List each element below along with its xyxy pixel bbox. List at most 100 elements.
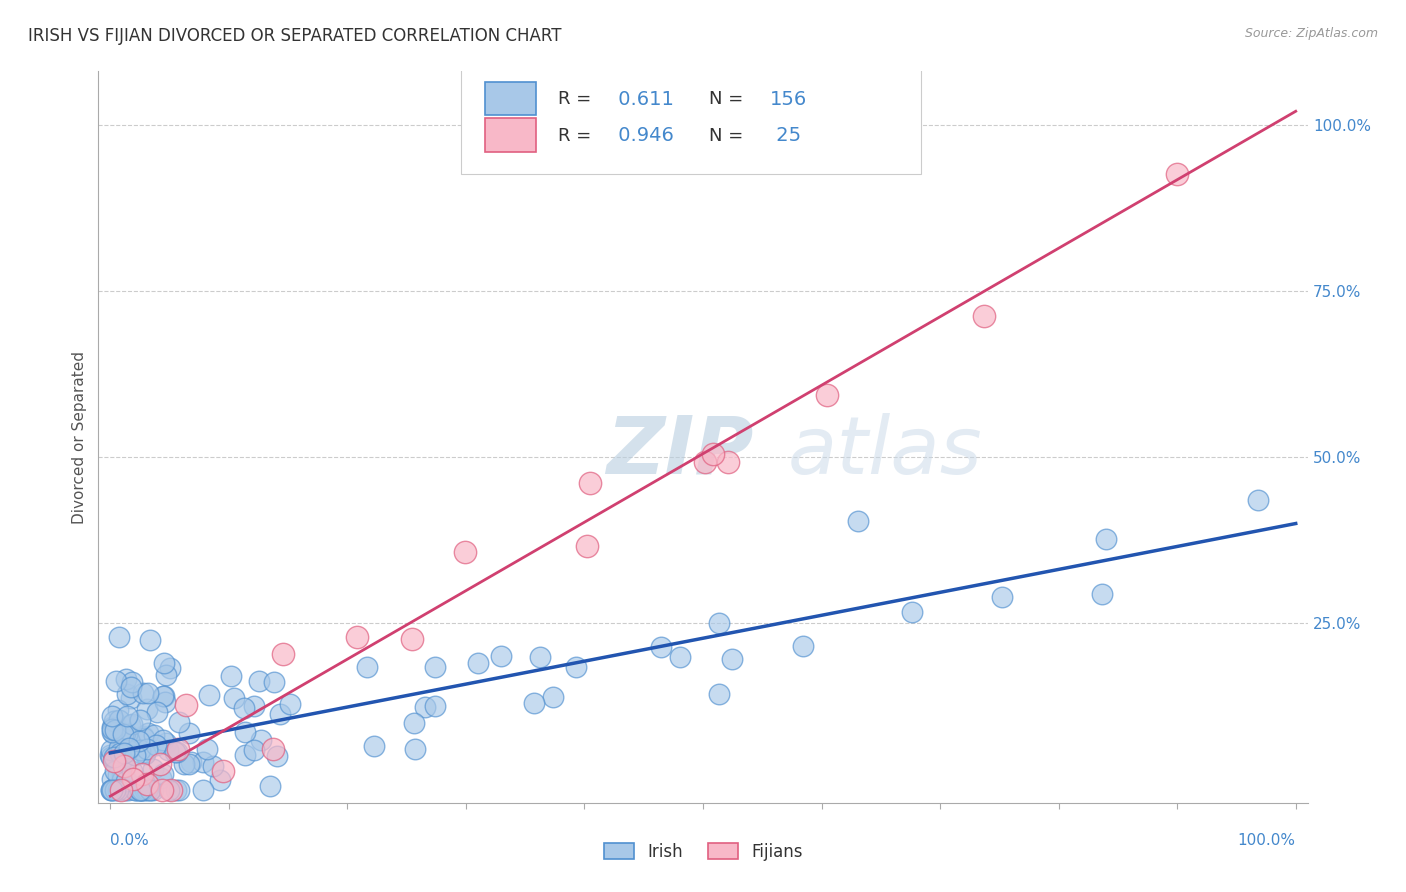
Point — [114, 760, 136, 774]
Point — [173, 757, 195, 772]
Point — [111, 768, 134, 782]
Point — [1247, 492, 1270, 507]
Point — [107, 703, 129, 717]
Text: N =: N = — [709, 127, 749, 145]
Point — [565, 660, 588, 674]
Point — [153, 695, 176, 709]
Point — [108, 741, 131, 756]
Point — [104, 723, 127, 738]
Point — [120, 690, 142, 705]
Point — [100, 720, 122, 734]
Point — [129, 713, 152, 727]
Point — [815, 388, 838, 402]
Point — [105, 673, 128, 688]
Point — [346, 630, 368, 644]
Point — [138, 726, 160, 740]
Point — [121, 675, 143, 690]
Point — [425, 698, 447, 713]
Point — [132, 686, 155, 700]
Point — [233, 747, 256, 762]
Text: IRISH VS FIJIAN DIVORCED OR SEPARATED CORRELATION CHART: IRISH VS FIJIAN DIVORCED OR SEPARATED CO… — [28, 27, 561, 45]
Point — [135, 701, 157, 715]
Y-axis label: Divorced or Separated: Divorced or Separated — [72, 351, 87, 524]
Point — [155, 736, 177, 750]
Point — [103, 750, 125, 764]
Point — [242, 698, 264, 713]
Point — [208, 772, 231, 787]
Point — [150, 771, 173, 785]
Point — [108, 744, 131, 758]
Point — [103, 750, 125, 764]
Point — [153, 689, 176, 703]
Point — [693, 455, 716, 469]
Point — [174, 698, 197, 713]
Point — [134, 745, 156, 759]
Point — [138, 782, 160, 797]
Point — [110, 782, 132, 797]
Point — [142, 782, 165, 797]
Point — [523, 696, 546, 710]
Point — [454, 544, 477, 558]
Point — [101, 708, 124, 723]
Point — [269, 707, 291, 722]
Point — [792, 639, 814, 653]
Point — [250, 733, 273, 747]
Point — [489, 649, 512, 664]
Point — [107, 782, 129, 797]
Point — [163, 745, 186, 759]
Point — [193, 756, 215, 770]
Point — [356, 660, 378, 674]
Point — [219, 669, 242, 683]
Point — [129, 782, 152, 797]
Point — [112, 731, 135, 745]
Point — [114, 782, 136, 797]
Point — [120, 681, 142, 695]
Point — [152, 767, 174, 781]
Point — [467, 656, 489, 670]
Point — [165, 782, 187, 797]
Point — [271, 647, 294, 661]
Point — [668, 649, 690, 664]
Point — [156, 743, 179, 757]
Point — [100, 724, 122, 739]
Point — [180, 755, 202, 769]
Point — [125, 782, 148, 797]
Point — [114, 672, 136, 686]
Point — [242, 742, 264, 756]
Point — [575, 540, 598, 554]
Point — [136, 741, 159, 756]
Point — [198, 688, 221, 702]
Point — [233, 725, 256, 739]
Point — [702, 446, 724, 460]
Text: R =: R = — [558, 90, 598, 108]
Legend: Irish, Fijians: Irish, Fijians — [598, 837, 808, 868]
Point — [131, 767, 153, 781]
Point — [100, 782, 122, 797]
Point — [280, 697, 302, 711]
Point — [132, 777, 155, 791]
Point — [101, 722, 124, 736]
Point — [117, 743, 139, 757]
Text: 0.946: 0.946 — [613, 127, 675, 145]
Point — [167, 715, 190, 730]
Point — [104, 756, 127, 770]
Point — [401, 632, 423, 646]
Point — [114, 726, 136, 740]
Point — [191, 782, 214, 797]
Point — [543, 690, 565, 704]
Point — [111, 753, 134, 767]
Text: 0.611: 0.611 — [613, 90, 675, 109]
Text: R =: R = — [558, 127, 598, 145]
Point — [142, 762, 165, 776]
FancyBboxPatch shape — [485, 81, 536, 115]
Point — [160, 782, 183, 797]
Text: 156: 156 — [769, 90, 807, 109]
Point — [132, 729, 155, 743]
Text: 25: 25 — [769, 127, 800, 145]
Point — [101, 725, 124, 739]
Point — [104, 782, 127, 797]
Point — [107, 768, 129, 782]
Point — [212, 764, 235, 778]
Point — [1095, 532, 1118, 546]
Point — [146, 706, 169, 720]
